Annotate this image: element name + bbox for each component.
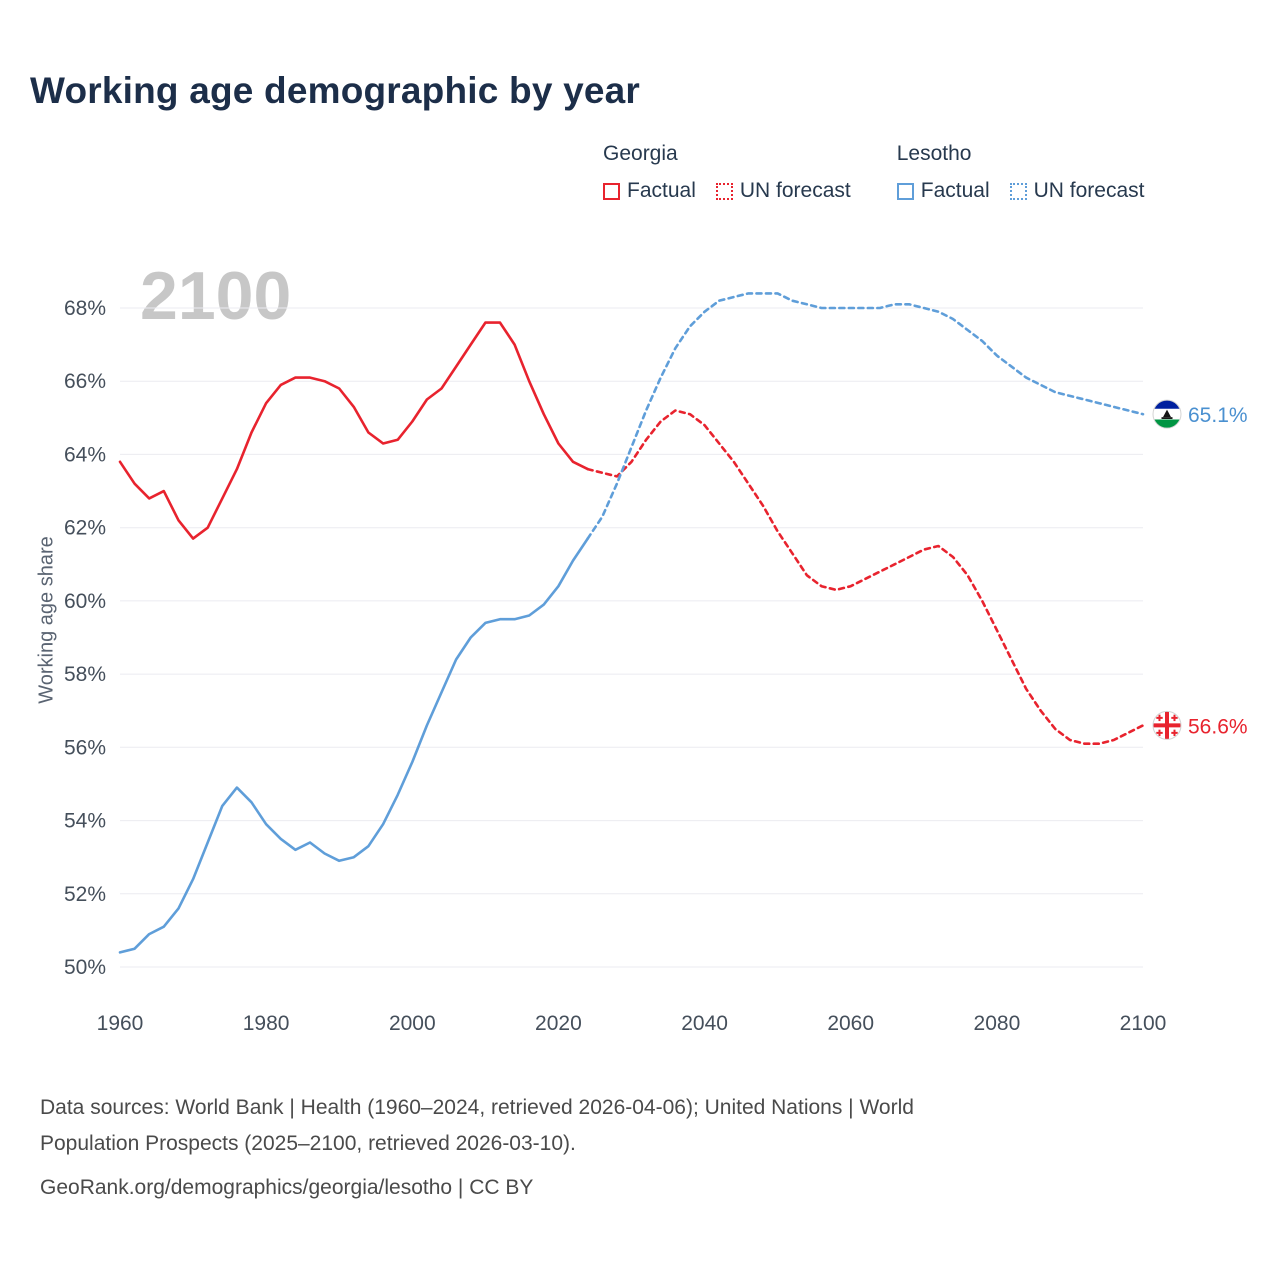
page-title: Working age demographic by year xyxy=(30,70,641,111)
legend-group-lesotho: Lesotho Factual UN forecast xyxy=(896,142,1145,203)
legend-row-lesotho: Factual UN forecast xyxy=(896,179,1145,203)
y-tick-label: 64% xyxy=(64,443,106,466)
lesotho-factual-swatch-icon xyxy=(896,182,914,200)
series-line-lesotho-forecast xyxy=(586,292,1145,540)
footer-line: Population Prospects (2025–2100, retriev… xyxy=(40,1132,576,1155)
x-tick-label: 2000 xyxy=(389,1012,436,1035)
legend-item-georgia-factual: Factual xyxy=(603,179,696,203)
x-tick-label: 1960 xyxy=(97,1012,144,1035)
end-label-value: 56.6% xyxy=(1188,715,1248,738)
y-tick-label: 50% xyxy=(64,956,106,979)
legend-item-georgia-forecast: UN forecast xyxy=(715,179,851,203)
legend-label: UN forecast xyxy=(739,179,851,202)
legend-title-georgia: Georgia xyxy=(603,142,678,165)
legend-label: Factual xyxy=(920,179,990,202)
y-tick-label: 58% xyxy=(64,663,106,686)
legend-group-georgia: Georgia Factual UN forecast xyxy=(603,142,851,203)
legend-item-lesotho-forecast: UN forecast xyxy=(1009,179,1145,203)
series-line-georgia-forecast xyxy=(586,409,1145,746)
y-tick-label: 54% xyxy=(64,810,106,833)
georgia-forecast-swatch-icon xyxy=(715,182,733,200)
y-tick-label: 68% xyxy=(64,297,106,320)
lesotho-forecast-swatch-icon xyxy=(1009,182,1027,200)
footer-attribution: GeoRank.org/demographics/georgia/lesotho… xyxy=(40,1176,534,1199)
legend-item-lesotho-factual: Factual xyxy=(896,179,990,203)
chart-legend: Georgia Factual UN forecast Lesotho Fact… xyxy=(603,142,1145,203)
x-tick-label: 2080 xyxy=(974,1012,1021,1035)
end-label-value: 65.1% xyxy=(1188,404,1248,427)
y-tick-label: 66% xyxy=(64,370,106,393)
georgia-flag-icon xyxy=(1153,711,1181,740)
x-tick-label: 2100 xyxy=(1120,1012,1167,1035)
legend-title-lesotho: Lesotho xyxy=(896,142,972,165)
y-tick-label: 56% xyxy=(64,736,106,759)
end-label-lesotho: 65.1% xyxy=(1152,399,1248,429)
y-tick-label: 62% xyxy=(64,517,106,540)
x-tick-label: 2020 xyxy=(535,1012,582,1035)
legend-row-georgia: Factual UN forecast xyxy=(603,179,851,203)
legend-label: UN forecast xyxy=(1033,179,1145,202)
year-watermark: 2100 xyxy=(140,258,292,334)
series-line-lesotho-factual xyxy=(118,537,590,954)
series-line-georgia-factual xyxy=(118,321,590,540)
georgia-factual-swatch-icon xyxy=(603,182,620,200)
x-tick-label: 1980 xyxy=(243,1012,290,1035)
footer-line: Data sources: World Bank | Health (1960–… xyxy=(40,1096,914,1119)
lesotho-flag-icon xyxy=(1153,400,1181,429)
end-label-georgia: 56.6% xyxy=(1152,710,1248,740)
y-tick-label: 52% xyxy=(64,883,106,906)
x-tick-label: 2060 xyxy=(827,1012,874,1035)
data-sources-footer: Data sources: World Bank | Health (1960–… xyxy=(40,1090,1190,1206)
y-tick-label: 60% xyxy=(64,590,106,613)
legend-label: Factual xyxy=(627,179,696,202)
x-tick-label: 2040 xyxy=(681,1012,728,1035)
